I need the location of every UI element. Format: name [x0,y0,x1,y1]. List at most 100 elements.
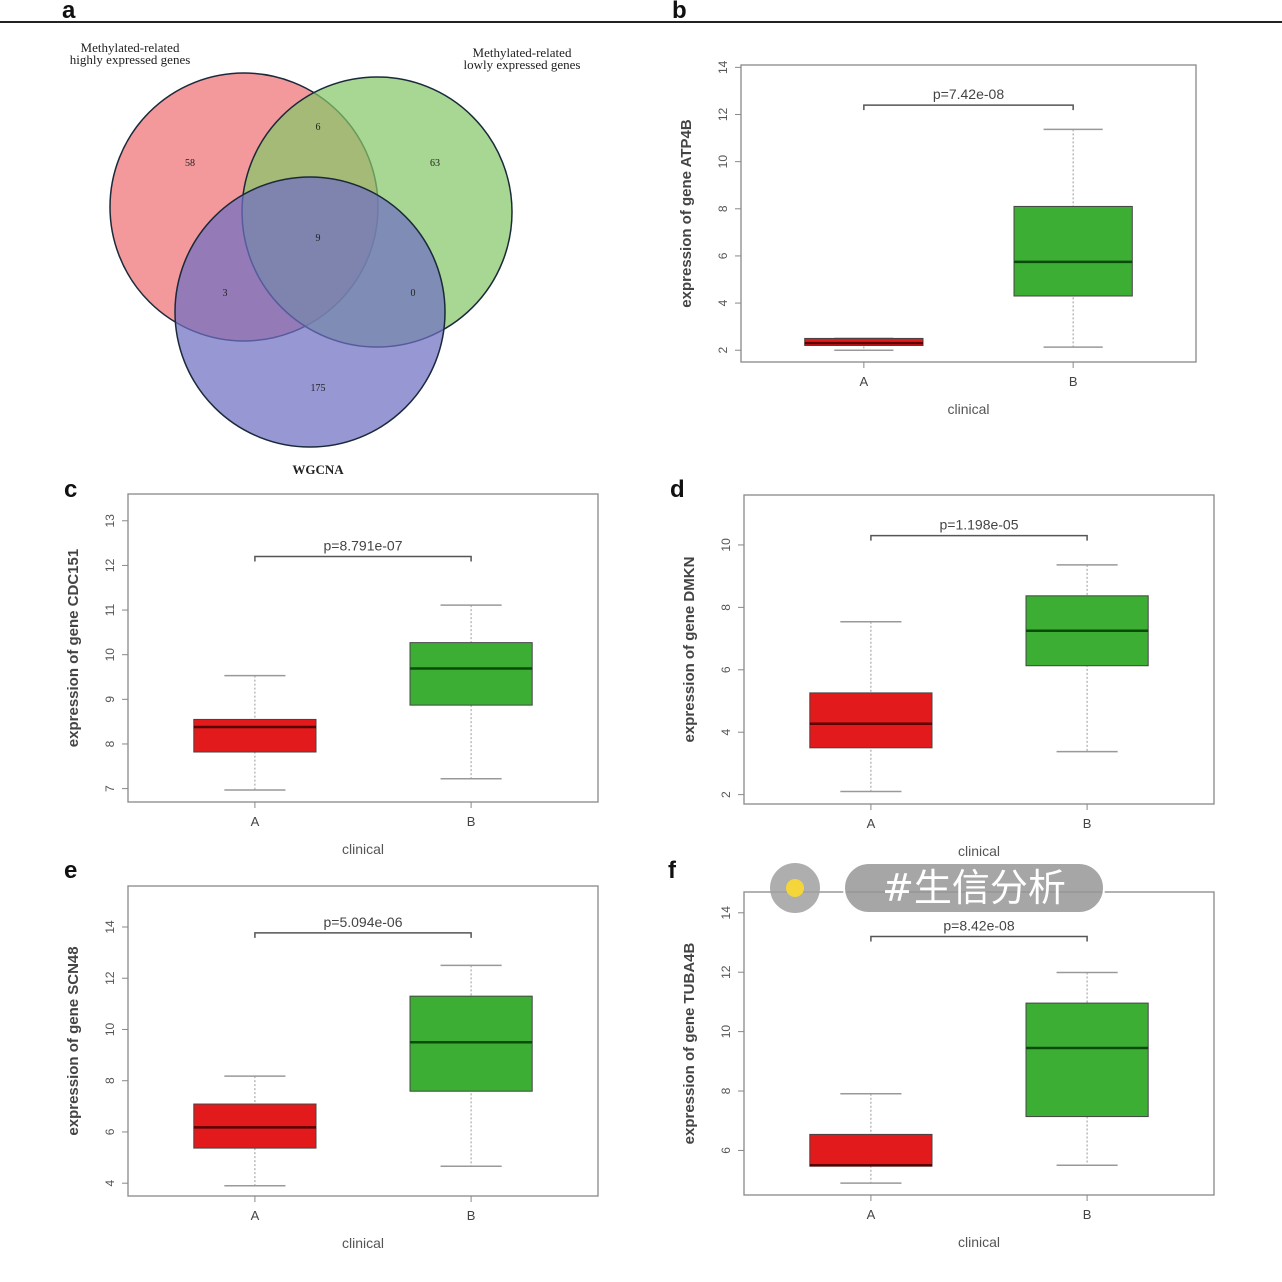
y-tick-label: 12 [103,558,117,572]
y-tick-label: 7 [103,785,117,792]
y-tick-label: 2 [719,791,733,798]
venn-set-label: Methylated-related [81,40,180,55]
significance-bracket [870,935,1088,942]
x-axis-label: clinical [958,1234,1000,1250]
venn-set-label: highly expressed genes [70,52,191,67]
significance-bracket [870,534,1088,541]
plot-frame [127,493,599,803]
venn-set-label: Methylated-related [473,45,572,60]
box-iqr [409,642,533,706]
x-tick-label: B [1083,1207,1092,1222]
box-B: B [409,604,533,829]
boxplot-f: 6 8 10 12 14 expression of gene TUBA4B clinica… [681,891,1215,1250]
y-tick-label: 11 [103,604,117,617]
box-B: B [1013,128,1133,389]
significance-bracket [254,555,472,562]
venn-count-low-wgcna: 0 [411,288,416,299]
box-iqr [809,1133,933,1167]
y-tick-label: 12 [719,965,733,979]
plot-frame [743,494,1215,805]
x-tick-label: A [251,1208,260,1223]
x-axis-label: clinical [958,843,1000,859]
venn-count-all-three: 9 [316,233,321,244]
boxplot-e: 4 6 8 10 12 14 expression of gene SCN48 clinica… [65,885,599,1251]
panel-letter-d: d [670,476,685,503]
x-tick-label: A [860,374,869,389]
venn-count-wgcna-only: 175 [311,383,326,394]
p-value-label: p=8.42e-08 [943,918,1014,934]
box-B: B [1025,971,1149,1222]
y-tick-label: 6 [716,252,730,259]
x-tick-label: A [867,816,876,831]
box-iqr [193,1103,317,1149]
x-axis-label: clinical [342,841,384,857]
watermark-hashtag: #生信分析 [843,862,1105,914]
boxplot-b: 2 4 6 8 10 12 14 expression of gene ATP4B clinic… [678,60,1197,417]
y-tick-label: 12 [103,971,117,985]
x-tick-label: A [251,814,260,829]
box-B: B [409,964,533,1223]
box-iqr [409,995,533,1092]
panel-letters: a b c d e f [62,0,687,884]
venn-set-label: lowly expressed genes [464,57,581,72]
box-iqr [1025,1002,1149,1118]
y-tick-label: 8 [103,1077,117,1084]
y-axis-label: expression of gene DMKN [681,557,698,743]
plot-frame [127,885,599,1197]
y-tick-label: 2 [716,347,730,354]
x-axis-label: clinical [342,1235,384,1251]
p-value-label: p=1.198e-05 [939,517,1018,533]
p-value-label: p=5.094e-06 [323,914,402,930]
y-tick-label: 9 [103,696,117,703]
y-tick-label: 8 [103,740,117,747]
y-tick-label: 14 [103,920,117,934]
box-iqr [809,692,933,749]
y-tick-label: 10 [103,648,117,662]
box-A: A [809,620,933,831]
y-axis-label: expression of gene CDC151 [65,549,82,747]
boxplot-panels: 2 4 6 8 10 12 14 expression of gene ATP4B clinic… [65,60,1215,1251]
y-tick-label: 13 [103,514,117,528]
y-tick-label: 14 [716,60,730,74]
y-tick-label: 4 [103,1180,117,1187]
y-tick-label: 4 [719,729,733,736]
y-tick-label: 10 [716,155,730,169]
venn-count-high-only: 58 [185,158,195,169]
y-axis-label: expression of gene TUBA4B [681,942,698,1144]
y-tick-label: 10 [719,538,733,552]
p-value-label: p=8.791e-07 [323,537,402,553]
y-tick-label: 10 [719,1025,733,1039]
y-tick-label: 6 [719,1147,733,1154]
boxplot-c: 7 8 9 10 11 12 13 expression of gene CDC151 clin… [65,493,599,857]
plot-frame [740,64,1197,363]
box-A: A [804,337,924,389]
venn-set-label: WGCNA [292,462,344,477]
box-iqr [1013,205,1133,297]
watermark-dot-icon [770,863,820,913]
panel-letter-b: b [672,0,687,24]
venn-count-high-low: 6 [316,122,321,133]
y-tick-label: 6 [719,666,733,673]
panel-letter-e: e [64,857,77,884]
venn-count-low-only: 63 [430,158,440,169]
y-tick-label: 12 [716,108,730,122]
y-axis-label: expression of gene SCN48 [65,946,82,1135]
x-tick-label: A [867,1207,876,1222]
x-tick-label: B [467,814,476,829]
x-axis-label: clinical [947,401,989,417]
venn-count-high-wgcna: 3 [223,288,228,299]
x-tick-label: B [1069,374,1078,389]
y-tick-label: 14 [719,906,733,920]
venn-circle-wgcna [174,176,446,448]
y-tick-label: 8 [716,205,730,212]
y-tick-label: 8 [719,604,733,611]
significance-bracket [254,932,472,938]
p-value-label: p=7.42e-08 [933,86,1004,102]
significance-bracket [863,104,1074,111]
box-iqr [193,718,317,753]
y-tick-label: 6 [103,1128,117,1135]
panel-letter-f: f [668,857,677,884]
box-A: A [193,1075,317,1223]
